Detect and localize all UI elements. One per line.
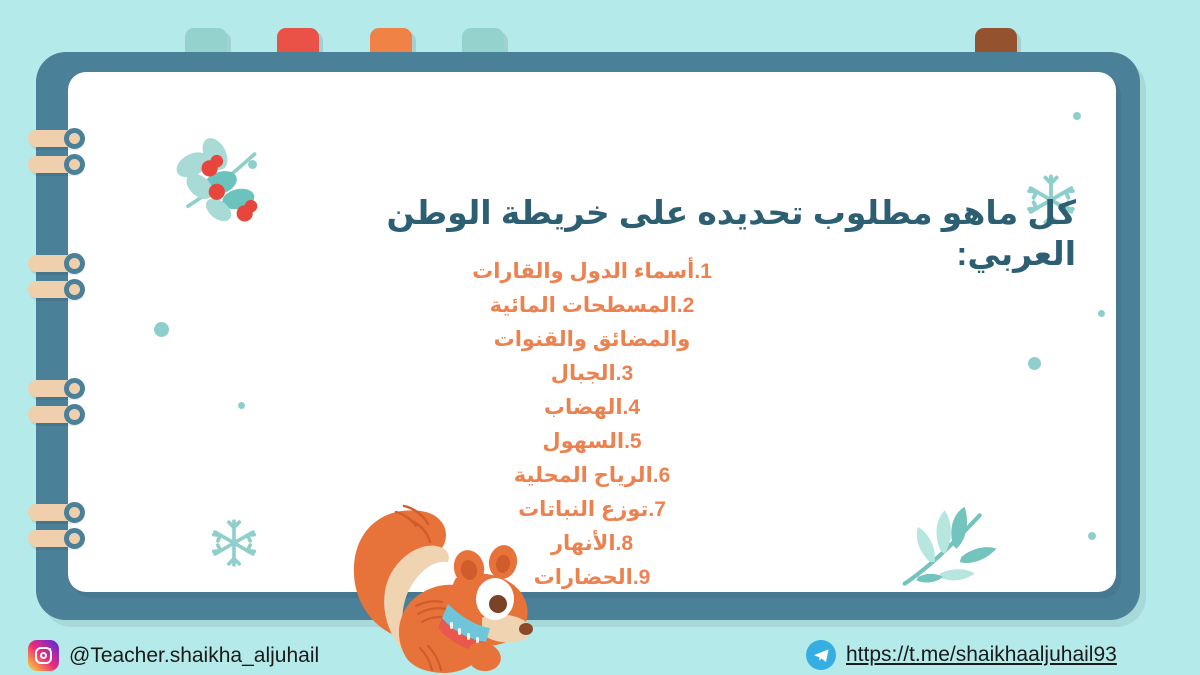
holly-sprig-icon [176,138,258,222]
list-item: 1.أسماء الدول والقارات [472,260,712,283]
telegram-icon [806,640,836,670]
page-title: كل ماهو مطلوب تحديده على خريطة الوطن الع… [386,194,1076,273]
list-item: 5.السهول [542,430,642,454]
decor-dot [1073,112,1081,120]
decor-dot [154,322,169,337]
list-item: 6.الرياح المحلية [513,464,671,488]
spiral-ring [28,404,86,426]
spiral-ring [28,253,86,275]
list-item: 7.توزع النباتات [518,498,666,522]
telegram-url-label: https://t.me/shaikhaaljuhail93 [846,643,1117,666]
squirrel-illustration [353,504,533,673]
decor-dot [1098,310,1105,317]
leaf-branch-icon [902,507,997,586]
spiral-ring [28,154,86,176]
telegram-url-link[interactable]: https://t.me/shaikhaaljuhail93 [806,640,1117,670]
map-features-list: 1.أسماء الدول والقارات 2.المسطحات المائي… [68,255,1116,592]
snowflake-icon [211,519,257,567]
decor-dot [1028,357,1041,370]
instagram-handle-label: @Teacher.shaikha_aljuhail [69,643,320,667]
list-item: 2.المسطحات المائية [489,294,695,318]
notebook-page: كل ماهو مطلوب تحديده على خريطة الوطن الع… [68,72,1116,592]
spiral-ring [28,378,86,400]
instagram-handle-link[interactable]: @Teacher.shaikha_aljuhail [28,640,319,671]
spiral-ring [28,279,86,301]
decor-dot [248,160,257,169]
list-item: 4.الهضاب [543,396,641,420]
instagram-icon [28,640,59,671]
decor-dot [1088,532,1096,540]
notebook-card: كل ماهو مطلوب تحديده على خريطة الوطن الع… [36,52,1140,620]
list-item: 9.الحضارات [533,566,651,590]
spiral-ring [28,528,86,550]
list-item: 3.الجبال [550,362,634,386]
spiral-ring [28,128,86,150]
decor-dot [238,402,245,409]
list-item: والمضائق والقنوات [493,328,691,352]
spiral-ring [28,502,86,524]
list-item: 8.الأنهار [550,532,634,556]
snowflake-icon [1027,174,1075,226]
